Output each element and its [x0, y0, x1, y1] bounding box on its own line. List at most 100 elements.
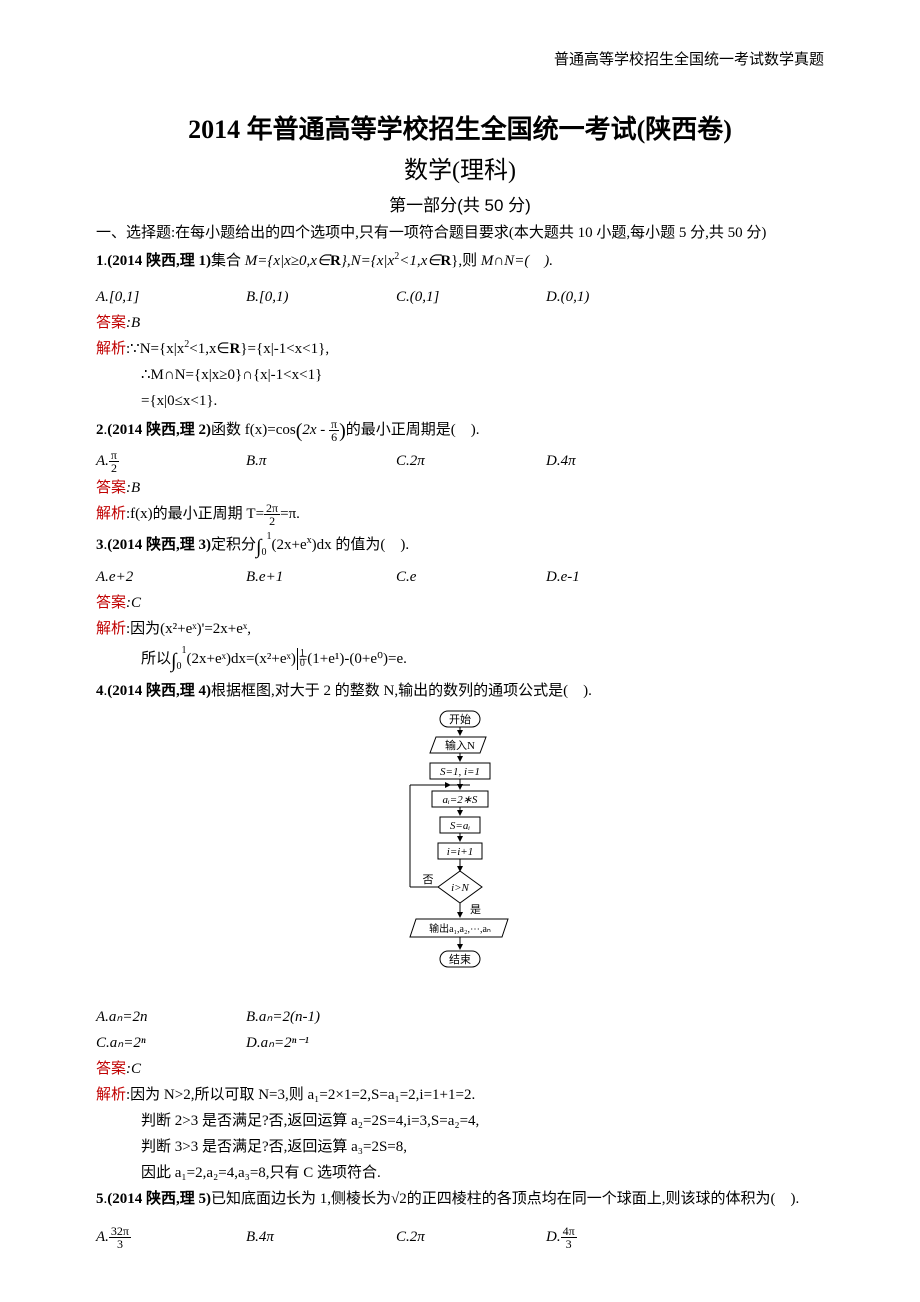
q1-a1b: <1,x∈: [189, 341, 229, 357]
title-rest: 年普通高等学校招生全国统一考试(陕西卷): [240, 115, 732, 144]
title-line-3: 第一部分(共 50 分): [96, 191, 824, 216]
analysis-label: 解析: [96, 1086, 126, 1103]
q1-analysis-1: 解析:∵N={x|x2<1,x∈R}={x|-1<x<1},: [96, 337, 824, 361]
q1-d: },N={x|x: [341, 253, 394, 269]
analysis-label: 解析: [96, 505, 126, 522]
q2-a: 函数 f(x)=cos: [211, 422, 296, 438]
q2-frac-num: π: [329, 418, 339, 431]
flow-s3: S=aᵢ: [450, 820, 470, 832]
q5-optD: D.4π3: [546, 1225, 696, 1250]
q4-options-row2: C.aₙ=2ⁿ D.aₙ=2ⁿ⁻¹: [96, 1031, 824, 1055]
q1-tag: 1: [96, 253, 104, 269]
answer-label: 答案: [96, 594, 126, 611]
flow-end: 结束: [449, 953, 471, 966]
spacer: [96, 275, 824, 283]
q4-tag: 4: [96, 683, 104, 699]
flow-start: 开始: [449, 712, 471, 726]
section-head: 一、选择题:在每小题给出的四个选项中,只有一项符合题目要求(本大题共 10 小题…: [96, 222, 824, 245]
q5-optA-den: 3: [109, 1238, 131, 1250]
q2-a-frac: 2π2: [264, 502, 280, 527]
q2-answer: 答案:B: [96, 476, 824, 500]
q5-optC: C.2π: [396, 1225, 546, 1250]
q4-analysis-2: 判断 2>3 是否满足?否,返回运算 a₂=2S=4,i=3,S=a₂=4,: [141, 1109, 824, 1133]
q5-optB: B.4π: [246, 1225, 396, 1250]
q4-optC: C.aₙ=2ⁿ: [96, 1031, 246, 1055]
q1-answer: 答案:B: [96, 311, 824, 335]
q2-optC: C.2π: [396, 449, 546, 474]
q4-ref: (2014 陕西,理 4): [107, 683, 211, 699]
q5-optD-pre: D.: [546, 1229, 561, 1245]
q1-optC: C.(0,1]: [396, 285, 546, 309]
q5-tag: 5: [96, 1191, 104, 1207]
flow-cond: i>N: [451, 882, 469, 894]
q2-b: 的最小正周期是( ).: [346, 422, 480, 438]
q4-optA: A.aₙ=2n: [96, 1005, 246, 1029]
q4-flowchart-wrap: 开始 输入N S=1, i=1 aᵢ=2∗S S=aᵢ i=i+1: [96, 709, 824, 999]
header-right: 普通高等学校招生全国统一考试数学真题: [96, 48, 824, 69]
q3-a2b: (2x+eˣ)dx=(x²+eˣ): [187, 651, 296, 667]
section-head-text: 一、选择题:在每小题给出的四个选项中,只有一项符合题目要求(本大题共 10 小题…: [96, 225, 766, 241]
q2-optD: D.4π: [546, 449, 696, 474]
q5-options: A.32π3 B.4π C.2π D.4π3: [96, 1225, 824, 1250]
q3-integ-b: )dx 的值为( ).: [312, 537, 410, 553]
q4-optD: D.aₙ=2ⁿ⁻¹: [246, 1031, 309, 1055]
q3-stem: 3.(2014 陕西,理 3)定积分∫01(2x+ex)dx 的值为( ).: [96, 529, 824, 563]
q4-analysis-3: 判断 3>3 是否满足?否,返回运算 a₃=2S=8,: [141, 1135, 824, 1159]
q5-optA-pre: A.: [96, 1229, 109, 1245]
q2-stem: 2.(2014 陕西,理 2)函数 f(x)=cos(2x - π6)的最小正周…: [96, 415, 824, 447]
q2-a1b: =π.: [280, 506, 300, 522]
q2-a-den: 2: [264, 515, 280, 527]
q1-analysis-2: ∴M∩N={x|x≥0}∩{x|-1<x<1}: [141, 363, 824, 387]
q4-answer: 答案:C: [96, 1057, 824, 1081]
answer-label: 答案: [96, 479, 126, 496]
q4-options: A.aₙ=2n B.aₙ=2(n-1): [96, 1005, 824, 1029]
q4-analysis-4: 因此 a₁=2,a₂=4,a₃=8,只有 C 选项符合.: [141, 1161, 824, 1185]
q1-a: 集合: [211, 253, 245, 269]
flow-s1: S=1, i=1: [440, 766, 480, 778]
q4-flowchart: 开始 输入N S=1, i=1 aᵢ=2∗S S=aᵢ i=i+1: [370, 709, 550, 999]
q2-frac-den: 6: [329, 431, 339, 443]
q1-analysis-3: ={x|0≤x<1}.: [141, 389, 824, 413]
q2-frac: π6: [329, 418, 339, 443]
q3-analysis-2: 所以∫01(2x+eˣ)dx=(x²+eˣ)10=(1+e¹)-(0+e⁰)=e…: [141, 643, 824, 677]
q3-analysis-1: 解析:因为(x²+eˣ)'=2x+eˣ,: [96, 617, 824, 641]
q5-optD-frac: 4π3: [561, 1225, 577, 1250]
q3-options: A.e+2 B.e+1 C.e D.e-1: [96, 565, 824, 589]
q5-optA-frac: 32π3: [109, 1225, 131, 1250]
title-line-1: 2014 年普通高等学校招生全国统一考试(陕西卷): [96, 109, 824, 146]
q3-answer: 答案:C: [96, 591, 824, 615]
q2-options: A.π2 B.π C.2π D.4π: [96, 449, 824, 474]
q2-ref: (2014 陕西,理 2): [107, 422, 211, 438]
q3-a2c: =(1+e¹)-(0+e⁰)=e.: [299, 651, 407, 667]
flow-s4: i=i+1: [447, 846, 473, 858]
q1-h: M∩N=( ).: [481, 253, 553, 269]
page: 普通高等学校招生全国统一考试数学真题 2014 年普通高等学校招生全国统一考试(…: [0, 0, 920, 1292]
q2-optA-frac: π2: [109, 449, 119, 474]
q5-ref: (2014 陕西,理 5): [107, 1191, 211, 1207]
q5-optA: A.32π3: [96, 1225, 246, 1250]
q2-optA-num: π: [109, 449, 119, 462]
q3-a2a: 所以: [141, 651, 171, 667]
q1-optD: D.(0,1): [546, 285, 696, 309]
q5-stem: 5.(2014 陕西,理 5)已知底面边长为 1,侧棱长为√2的正四棱柱的各顶点…: [96, 1187, 824, 1211]
title-line-2: 数学(理科): [96, 150, 824, 185]
q4-optB: B.aₙ=2(n-1): [246, 1005, 546, 1029]
q5-sqrt2: √2: [391, 1191, 407, 1207]
q1-g: },则: [451, 253, 481, 269]
spacer: [96, 1213, 824, 1223]
q3-ref: (2014 陕西,理 3): [107, 537, 211, 553]
q4-a1: :因为 N>2,所以可取 N=3,则 a₁=2×1=2,S=a₁=2,i=1+1…: [126, 1087, 475, 1103]
q1-ref: (2014 陕西,理 1): [107, 253, 211, 269]
q2-a1a: :f(x)的最小正周期 T=: [126, 506, 264, 522]
q2-tag: 2: [96, 422, 104, 438]
q3-a1: :因为(x²+eˣ)'=2x+eˣ,: [126, 621, 251, 637]
q3-optD: D.e-1: [546, 565, 696, 589]
analysis-label: 解析: [96, 620, 126, 637]
title-year: 2014: [188, 115, 240, 144]
q4-a4: 因此 a₁=2,a₂=4,a₃=8,只有 C 选项符合.: [141, 1165, 381, 1181]
answer-label: 答案: [96, 1060, 126, 1077]
flow-s2: aᵢ=2∗S: [443, 794, 478, 806]
q3-tag: 3: [96, 537, 104, 553]
q2-a-num: 2π: [264, 502, 280, 515]
analysis-label: 解析: [96, 340, 126, 357]
